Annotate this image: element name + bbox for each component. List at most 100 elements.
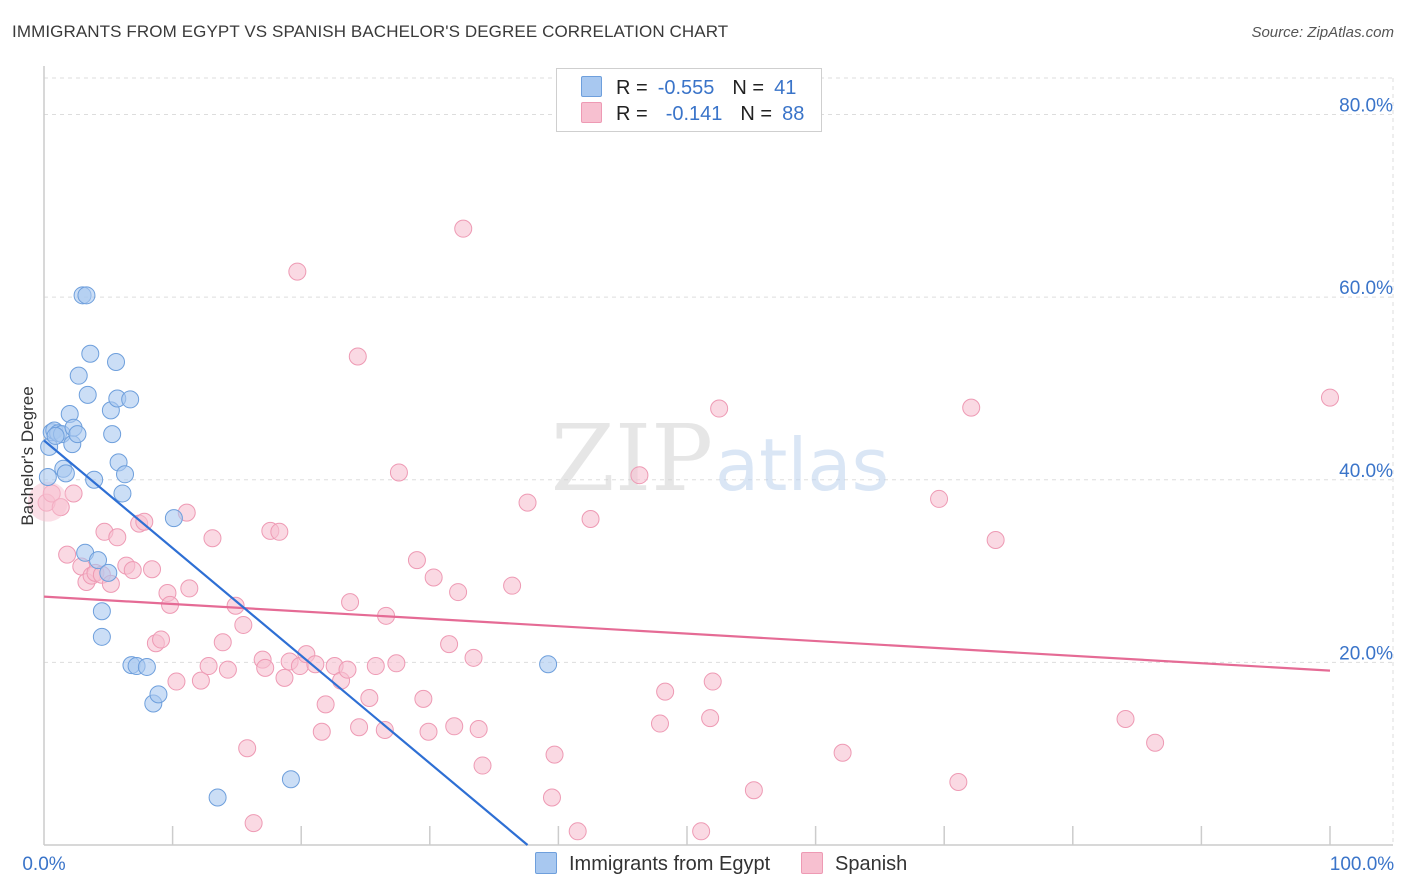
x-tick-label-max: 100.0% bbox=[1330, 854, 1395, 875]
egypt-point bbox=[281, 770, 300, 789]
egypt-point bbox=[103, 425, 122, 444]
spanish-point bbox=[503, 576, 522, 595]
watermark-atlas: atlas bbox=[715, 423, 889, 507]
egypt-point bbox=[81, 344, 100, 363]
legend-row-egypt: R = -0.555 N = 41 bbox=[581, 76, 797, 99]
spanish-point bbox=[143, 560, 162, 579]
egypt-point bbox=[56, 464, 75, 483]
egypt-point bbox=[99, 563, 118, 582]
egypt-point bbox=[539, 655, 558, 674]
spanish-swatch bbox=[581, 102, 602, 123]
spanish-point bbox=[306, 655, 325, 674]
spanish-point bbox=[656, 682, 675, 701]
egypt-point bbox=[164, 509, 183, 528]
egypt-point bbox=[85, 470, 104, 489]
spanish-point bbox=[414, 689, 433, 708]
legend-row-spanish: R = -0.141 N = 88 bbox=[581, 102, 805, 125]
spanish-point bbox=[316, 695, 335, 714]
legend-egypt-label: Immigrants from Egypt bbox=[569, 853, 771, 875]
spanish-point bbox=[1146, 733, 1165, 752]
spanish-point bbox=[226, 596, 245, 615]
egypt-point bbox=[69, 366, 88, 385]
spanish-point bbox=[203, 529, 222, 548]
spanish-point bbox=[469, 720, 488, 739]
watermark: ZIP atlas bbox=[551, 405, 889, 512]
spanish-point bbox=[454, 219, 473, 238]
egypt-point bbox=[107, 352, 126, 371]
spanish-point bbox=[424, 568, 443, 587]
egypt-points bbox=[38, 286, 558, 807]
egypt-point bbox=[89, 551, 108, 570]
x-tick-label-min: 0.0% bbox=[22, 854, 65, 875]
spanish-point bbox=[744, 781, 763, 800]
spanish-point bbox=[366, 657, 385, 676]
spanish-point bbox=[288, 262, 307, 281]
stats-legend: R = -0.555 N = 41 R = -0.141 N = 88 bbox=[556, 68, 822, 132]
egypt-point bbox=[116, 465, 135, 484]
spanish-point bbox=[180, 579, 199, 598]
egypt-r-value: -0.555 bbox=[657, 77, 715, 99]
trend-lines bbox=[43, 439, 1331, 846]
egypt-r-label: R = bbox=[616, 77, 648, 99]
spanish-point bbox=[986, 531, 1005, 550]
spanish-point bbox=[449, 583, 468, 602]
spanish-point bbox=[389, 463, 408, 482]
spanish-point bbox=[464, 648, 483, 667]
spanish-point bbox=[338, 660, 357, 679]
y-tick-label-20: 20.0% bbox=[1339, 643, 1393, 664]
spanish-point bbox=[341, 593, 360, 612]
spanish-point bbox=[949, 772, 968, 791]
spanish-point bbox=[710, 399, 729, 418]
spanish-point bbox=[703, 672, 722, 691]
spanish-point bbox=[545, 745, 564, 764]
spanish-r-value: -0.141 bbox=[665, 103, 723, 125]
spanish-point bbox=[962, 398, 981, 417]
legend-spanish-label: Spanish bbox=[835, 853, 908, 875]
legend-item-egypt: Immigrants from Egypt bbox=[535, 852, 770, 878]
chart-title: IMMIGRANTS FROM EGYPT VS SPANISH BACHELO… bbox=[12, 22, 729, 41]
spanish-point bbox=[256, 658, 275, 677]
spanish-trend-line bbox=[43, 595, 1331, 672]
spanish-n-label: N = bbox=[740, 103, 773, 125]
spanish-point bbox=[387, 654, 406, 673]
spanish-point bbox=[701, 709, 720, 728]
spanish-point bbox=[440, 635, 459, 654]
spanish-point bbox=[238, 739, 257, 758]
spanish-point bbox=[312, 722, 331, 741]
spanish-point bbox=[123, 561, 142, 580]
egypt-n-label: N = bbox=[732, 77, 765, 99]
spanish-point bbox=[244, 814, 263, 833]
spanish-point bbox=[930, 489, 949, 508]
y-axis-label: Bachelor's Degree bbox=[18, 386, 37, 525]
egypt-point bbox=[113, 484, 132, 503]
spanish-point bbox=[1116, 709, 1135, 728]
egypt-point bbox=[38, 468, 57, 487]
spanish-point bbox=[650, 714, 669, 733]
egypt-point bbox=[208, 788, 227, 807]
spanish-point bbox=[692, 822, 711, 841]
watermark-zip: ZIP bbox=[551, 405, 713, 512]
spanish-r-label: R = bbox=[616, 103, 648, 125]
spanish-point bbox=[58, 545, 77, 564]
spanish-point bbox=[108, 528, 127, 547]
spanish-point bbox=[270, 522, 289, 541]
spanish-n-value: 88 bbox=[782, 103, 805, 125]
egypt-n-value: 41 bbox=[774, 77, 797, 99]
spanish-point bbox=[473, 756, 492, 775]
legend-spanish-swatch bbox=[801, 852, 823, 874]
spanish-point bbox=[213, 633, 232, 652]
spanish-point bbox=[218, 660, 237, 679]
spanish-point bbox=[833, 743, 852, 762]
spanish-point bbox=[234, 615, 253, 634]
y-tick-label-60: 60.0% bbox=[1339, 278, 1393, 299]
legend-egypt-swatch bbox=[535, 852, 557, 874]
spanish-point bbox=[199, 657, 218, 676]
egypt-point bbox=[121, 390, 140, 409]
spanish-point bbox=[191, 671, 210, 690]
spanish-point bbox=[542, 788, 561, 807]
spanish-point bbox=[445, 717, 464, 736]
spanish-point bbox=[375, 720, 394, 739]
spanish-point bbox=[407, 551, 426, 570]
egypt-point bbox=[46, 426, 65, 445]
